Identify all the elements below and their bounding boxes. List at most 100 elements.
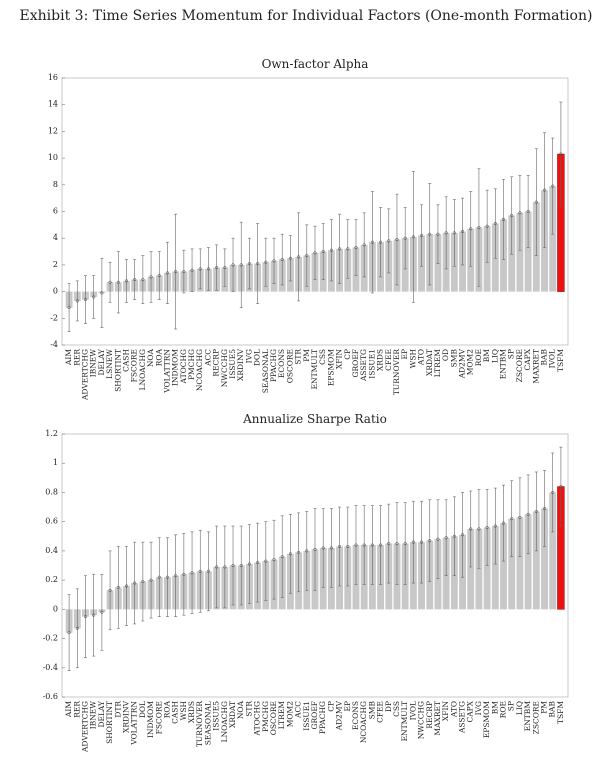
x-tick-label: ROA	[162, 700, 171, 718]
x-tick-label: XRDS	[187, 701, 196, 723]
bar-point	[108, 588, 112, 592]
bar	[508, 518, 516, 610]
x-tick-label: CSS	[392, 701, 401, 717]
bar-point	[182, 572, 186, 576]
x-tick-label: XFIN	[335, 349, 344, 370]
x-tick-label: ISSUE5	[212, 701, 221, 731]
bar-point	[272, 259, 276, 263]
bar-point	[403, 542, 407, 546]
bar-point	[551, 490, 555, 494]
bar-point	[165, 271, 170, 275]
x-tick-label: ADVERTCHG	[80, 349, 89, 401]
bar	[532, 511, 540, 610]
page-title: Exhibit 3: Time Series Momentum for Indi…	[20, 8, 593, 24]
bar	[483, 527, 491, 610]
y-tick-label: 14	[48, 100, 58, 109]
x-tick-label: CAPX	[523, 348, 532, 370]
x-tick-label: XRDAT	[425, 349, 434, 376]
bar-point	[75, 626, 79, 630]
x-tick-label: NWCCHG	[220, 349, 229, 387]
bar	[516, 212, 524, 292]
x-tick-label: IBNEW	[89, 349, 98, 378]
bar-point	[157, 575, 161, 579]
bar-point	[534, 509, 538, 513]
bar-point	[469, 227, 473, 231]
bar-point	[264, 559, 268, 563]
x-tick-label: SEASONAL	[261, 349, 270, 393]
x-tick-label: PMCHG	[187, 349, 196, 380]
x-tick-label: ECONS	[351, 701, 360, 730]
x-tick-label: BAB	[540, 349, 549, 366]
bar-point	[108, 280, 112, 284]
chart-title: Annualize Sharpe Ratio	[242, 412, 387, 426]
x-tick-label: OSCORE	[269, 701, 278, 735]
bar-point	[116, 280, 120, 284]
bar	[549, 492, 557, 610]
x-tick-label: CFEE	[376, 701, 385, 723]
x-tick-label: ENTMULT	[400, 701, 409, 741]
x-tick-label: ATO	[417, 349, 426, 366]
bar	[491, 526, 499, 610]
x-tick-label: ASSETG	[359, 349, 368, 382]
bar-point	[174, 574, 178, 578]
x-tick-label: IVOL	[548, 349, 557, 368]
x-tick-label: SMB	[367, 701, 376, 720]
x-tick-label: TURNOVER	[392, 349, 401, 395]
x-tick-label: SP	[507, 349, 516, 359]
x-tick-label: NOA	[146, 348, 155, 367]
bar-point	[157, 274, 161, 278]
x-tick-label: INDMOM	[146, 701, 155, 738]
x-tick-label: TSFM	[556, 701, 565, 724]
bar-point	[469, 527, 473, 531]
bar-point	[387, 542, 391, 546]
x-tick-label: LIQ	[490, 349, 499, 363]
x-tick-label: CAPX	[466, 700, 475, 722]
x-tick-label: PPACHG	[269, 349, 278, 382]
bar	[524, 211, 532, 292]
x-tick-label: CSS	[318, 349, 327, 365]
bar-point	[559, 152, 563, 156]
bar-point	[297, 255, 301, 259]
x-tick-label: ATO	[449, 701, 458, 718]
x-tick-label: BM	[482, 349, 491, 363]
y-tick-label: 0.8	[45, 487, 58, 496]
x-tick-label: MAXRET	[531, 349, 540, 384]
bar-point	[100, 610, 104, 614]
x-tick-label: ENTMULT	[310, 349, 319, 389]
x-tick-label: DP	[384, 701, 393, 712]
x-tick-label: ZSCORE	[515, 349, 524, 382]
bar	[475, 528, 483, 610]
bar-point	[444, 231, 448, 235]
bar-point	[231, 263, 235, 267]
x-tick-label: OSCORE	[285, 349, 294, 383]
x-tick-label: BAB	[548, 701, 557, 718]
bar-point	[133, 581, 137, 585]
x-tick-label: LIQ	[515, 701, 524, 715]
y-tick-label: 1.2	[45, 429, 58, 438]
y-tick-label: 1	[53, 458, 58, 467]
x-tick-label: ZSCORE	[531, 701, 540, 734]
bar-point	[223, 565, 227, 569]
x-tick-label: NWCCHG	[417, 701, 426, 739]
bar-point	[493, 221, 497, 226]
x-tick-label: MAXRET	[433, 701, 442, 736]
bar-point	[313, 251, 317, 255]
bar-point	[403, 236, 407, 240]
bar-point	[542, 188, 547, 192]
bar-point	[559, 485, 563, 489]
x-tick-label: CP	[326, 701, 335, 712]
bar-point	[141, 278, 145, 282]
x-tick-label: GROEF	[351, 349, 360, 377]
x-tick-label: IVG	[244, 349, 253, 363]
x-tick-label: RECRP	[212, 349, 221, 377]
x-tick-label: ACC	[203, 349, 212, 367]
bar-point	[92, 295, 96, 299]
x-tick-label: INDMOM	[171, 349, 180, 386]
bar-point	[256, 561, 260, 565]
x-tick-label: RECRP	[425, 701, 434, 729]
x-tick-label: SP	[507, 701, 516, 711]
y-tick-label: 0	[53, 604, 58, 613]
bar-point	[542, 506, 547, 511]
bar-point	[215, 266, 219, 270]
x-tick-label: ATOCHG	[179, 349, 188, 384]
